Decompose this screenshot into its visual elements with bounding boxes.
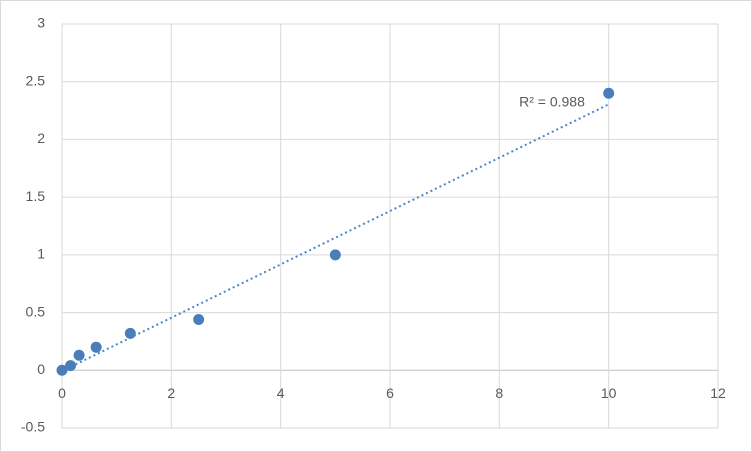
point [124,327,136,339]
y-tick-label: 3 [37,15,45,31]
point [65,360,77,372]
y-tick-label: -0.5 [21,419,45,435]
y-tick-label: 1.5 [26,188,46,204]
x-tick-label: 12 [710,385,726,401]
y-tick-label: 1 [37,246,45,262]
x-tick-label: 0 [58,385,66,401]
x-tick-label: 2 [167,385,175,401]
y-tick-label: 2 [37,130,45,146]
x-tick-label: 6 [386,385,394,401]
point [603,87,615,99]
point [56,364,68,376]
y-tick-label: 0.5 [26,303,46,319]
x-tick-label: 10 [601,385,617,401]
annotation: R² = 0.988 [519,94,585,110]
y-tick-label: 0 [37,361,45,377]
x-tick-label: 8 [495,385,503,401]
point [329,249,341,261]
y-tick-label: 2.5 [26,72,46,88]
point [90,341,102,353]
point [73,349,85,361]
x-tick-label: 4 [277,385,285,401]
point [193,313,205,325]
trendline [61,103,610,372]
